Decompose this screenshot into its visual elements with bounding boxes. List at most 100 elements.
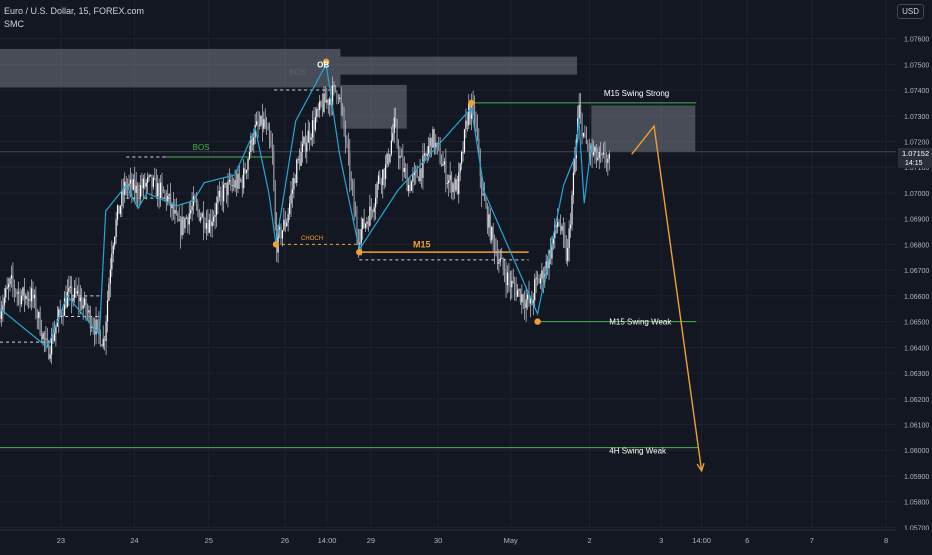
candle-body[interactable] — [207, 223, 209, 233]
candle-body[interactable] — [241, 179, 243, 189]
candle-body[interactable] — [233, 185, 235, 188]
candle-body[interactable] — [13, 284, 15, 291]
candle-body[interactable] — [102, 338, 104, 347]
candle-body[interactable] — [30, 288, 33, 302]
swing-point[interactable] — [272, 241, 280, 248]
candle-body[interactable] — [115, 219, 117, 238]
candle-body[interactable] — [488, 214, 490, 228]
candle-body[interactable] — [5, 288, 7, 298]
candle-body[interactable] — [591, 145, 593, 156]
candle-body[interactable] — [313, 120, 315, 130]
candle-body[interactable] — [359, 242, 361, 245]
candle-body[interactable] — [326, 99, 328, 103]
candle-body[interactable] — [53, 333, 56, 341]
candle-body[interactable] — [46, 338, 48, 344]
candle-body[interactable] — [393, 117, 395, 134]
candle-body[interactable] — [311, 120, 314, 138]
candle-body[interactable] — [58, 309, 60, 320]
candle-body[interactable] — [158, 183, 160, 199]
candle-body[interactable] — [443, 161, 446, 165]
candle-body[interactable] — [428, 146, 430, 154]
candle-body[interactable] — [584, 132, 586, 136]
candle-body[interactable] — [476, 122, 478, 139]
candle-body[interactable] — [81, 297, 83, 309]
candle-body[interactable] — [94, 328, 96, 335]
candle-body[interactable] — [445, 161, 447, 184]
candle-body[interactable] — [559, 225, 562, 231]
candle-body[interactable] — [245, 170, 248, 173]
candle-body[interactable] — [128, 183, 130, 187]
candle-body[interactable] — [592, 152, 595, 156]
candle-body[interactable] — [425, 153, 427, 156]
candle-body[interactable] — [542, 270, 544, 282]
candle-body[interactable] — [191, 205, 193, 211]
order-block-zone[interactable] — [591, 105, 696, 152]
candle-body[interactable] — [571, 195, 573, 225]
candle-body[interactable] — [223, 184, 225, 202]
candle-body[interactable] — [362, 218, 364, 229]
candle-body[interactable] — [529, 297, 532, 304]
symbol-legend[interactable]: Euro / U.S. Dollar, 15, FOREX.com — [4, 6, 145, 16]
swing-point[interactable] — [534, 318, 541, 325]
candle-body[interactable] — [122, 190, 124, 195]
candle-body[interactable] — [75, 287, 77, 294]
candle-body[interactable] — [353, 189, 355, 211]
candle-body[interactable] — [55, 326, 57, 334]
candle-body[interactable] — [486, 206, 489, 228]
candle-body[interactable] — [121, 190, 123, 207]
swing-point[interactable] — [322, 58, 330, 65]
candle-body[interactable] — [442, 164, 444, 166]
candle-body[interactable] — [602, 152, 605, 155]
candle-body[interactable] — [585, 135, 587, 144]
candle-body[interactable] — [36, 314, 38, 319]
candle-body[interactable] — [201, 213, 203, 218]
candle-body[interactable] — [501, 258, 503, 259]
candle-body[interactable] — [112, 245, 114, 254]
candle-body[interactable] — [101, 345, 103, 347]
candle-body[interactable] — [320, 101, 322, 106]
candle-body[interactable] — [323, 93, 325, 112]
candle-body[interactable] — [306, 142, 308, 152]
candle-body[interactable] — [253, 137, 255, 145]
candle-body[interactable] — [16, 292, 18, 294]
candle-body[interactable] — [412, 175, 414, 182]
candle-body[interactable] — [598, 151, 600, 158]
candle-body[interactable] — [144, 178, 146, 187]
candle-body[interactable] — [588, 146, 590, 153]
candle-body[interactable] — [399, 156, 401, 158]
candle-body[interactable] — [385, 164, 387, 179]
currency-button[interactable]: USD — [897, 4, 924, 19]
candle-body[interactable] — [256, 121, 258, 125]
candle-body[interactable] — [578, 104, 580, 119]
candle-body[interactable] — [79, 297, 81, 302]
candle-body[interactable] — [261, 115, 263, 129]
candle-body[interactable] — [129, 179, 132, 184]
candle-body[interactable] — [521, 294, 523, 303]
candle-body[interactable] — [188, 213, 190, 225]
candle-body[interactable] — [29, 299, 31, 302]
candle-body[interactable] — [10, 275, 13, 279]
candle-body[interactable] — [324, 93, 327, 103]
candle-body[interactable] — [204, 227, 206, 229]
candle-body[interactable] — [564, 234, 566, 243]
candle-body[interactable] — [280, 226, 282, 239]
candle-body[interactable] — [217, 197, 219, 204]
candle-body[interactable] — [200, 217, 202, 221]
candle-body[interactable] — [49, 354, 51, 359]
candle-body[interactable] — [367, 221, 370, 226]
candle-body[interactable] — [291, 189, 294, 194]
candle-body[interactable] — [489, 214, 491, 241]
candle-body[interactable] — [468, 103, 470, 126]
candle-body[interactable] — [230, 179, 232, 186]
candle-body[interactable] — [148, 175, 150, 178]
candle-body[interactable] — [370, 206, 372, 211]
candle-body[interactable] — [534, 279, 536, 301]
candle-body[interactable] — [496, 251, 499, 264]
candle-body[interactable] — [337, 97, 339, 99]
candle-body[interactable] — [237, 173, 239, 189]
candle-body[interactable] — [114, 237, 116, 246]
candle-body[interactable] — [574, 158, 576, 173]
candle-body[interactable] — [608, 153, 610, 159]
candle-body[interactable] — [98, 321, 100, 332]
